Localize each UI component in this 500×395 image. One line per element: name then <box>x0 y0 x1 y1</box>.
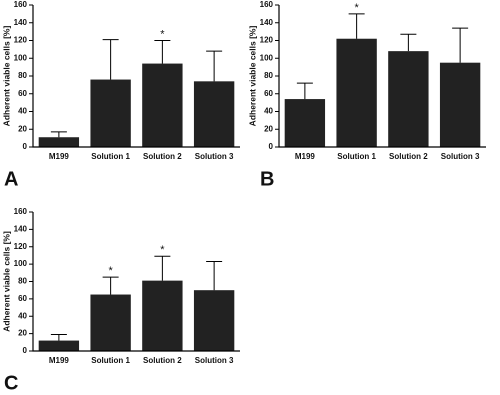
y-tick-label: 80 <box>18 71 27 80</box>
y-tick-label: 40 <box>18 311 27 320</box>
significance-marker: * <box>354 2 359 14</box>
error-bar <box>206 50 223 82</box>
y-tick-label: 120 <box>14 242 28 251</box>
y-tick-label: 160 <box>14 0 28 9</box>
error-bar <box>154 40 171 64</box>
y-tick-label: 120 <box>14 36 28 45</box>
x-tick-label: M199 <box>295 152 316 161</box>
x-tick-label: Solution 1 <box>91 356 130 365</box>
error-bar <box>452 27 469 63</box>
bar <box>439 62 481 147</box>
bar <box>38 137 80 147</box>
x-tick-label: Solution 3 <box>441 152 480 161</box>
bar <box>90 79 131 147</box>
y-tick-label: 140 <box>260 18 274 27</box>
x-tick-label: Solution 1 <box>91 152 130 161</box>
bar <box>38 340 80 351</box>
panel-label: C <box>4 372 18 394</box>
y-tick-label: 160 <box>260 0 274 9</box>
y-tick-label: 0 <box>23 142 28 151</box>
x-tick-label: Solution 2 <box>143 152 182 161</box>
x-tick-label: M199 <box>49 152 70 161</box>
panel-label: B <box>260 168 274 190</box>
y-tick-label: 40 <box>264 107 273 116</box>
axes <box>32 5 240 148</box>
y-tick-label: 100 <box>14 259 28 268</box>
error-bar <box>400 33 417 52</box>
bar <box>142 280 183 351</box>
y-tick-label: 60 <box>18 294 27 303</box>
error-bar <box>348 13 365 39</box>
y-axis-label: Adherent viable cells [%] <box>1 231 11 332</box>
x-tick-label: Solution 3 <box>195 356 234 365</box>
x-tick-label: M199 <box>49 356 70 365</box>
significance-marker: * <box>108 265 113 277</box>
y-tick-label: 140 <box>14 224 28 233</box>
x-tick-label: Solution 3 <box>195 152 234 161</box>
y-tick-label: 0 <box>23 346 28 355</box>
y-tick-label: 20 <box>18 329 27 338</box>
y-tick-label: 40 <box>18 107 27 116</box>
axes <box>278 5 486 148</box>
y-tick-label: 60 <box>18 89 27 98</box>
y-tick-label: 20 <box>264 124 273 133</box>
y-tick-label: 140 <box>14 18 28 27</box>
y-tick-label: 0 <box>269 142 274 151</box>
y-tick-label: 100 <box>14 53 28 62</box>
error-bar <box>154 255 171 281</box>
y-tick-label: 120 <box>260 36 274 45</box>
y-axis-label: Adherent viable cells [%] <box>1 26 11 127</box>
error-bar <box>206 261 223 291</box>
y-tick-label: 160 <box>14 207 28 216</box>
x-tick-label: Solution 2 <box>389 152 428 161</box>
bar <box>388 51 429 147</box>
y-tick-label: 100 <box>260 53 274 62</box>
bar <box>193 81 235 147</box>
bar <box>142 63 183 148</box>
significance-marker: * <box>160 244 165 256</box>
y-tick-label: 80 <box>18 277 27 286</box>
axes <box>32 212 240 352</box>
y-tick-label: 80 <box>264 71 273 80</box>
error-bar <box>102 276 119 295</box>
error-bar <box>50 131 67 138</box>
x-tick-label: Solution 2 <box>143 356 182 365</box>
x-tick-label: Solution 1 <box>337 152 376 161</box>
bar <box>193 290 235 351</box>
bar <box>284 99 326 147</box>
bar <box>90 294 131 351</box>
error-bar <box>102 39 119 80</box>
significance-marker: * <box>160 28 165 40</box>
y-tick-label: 20 <box>18 124 27 133</box>
y-tick-label: 60 <box>264 89 273 98</box>
error-bar <box>50 333 67 341</box>
error-bar <box>296 82 313 100</box>
bar <box>336 38 377 147</box>
panel-label: A <box>4 168 18 190</box>
y-axis-label: Adherent viable cells [%] <box>247 26 257 127</box>
